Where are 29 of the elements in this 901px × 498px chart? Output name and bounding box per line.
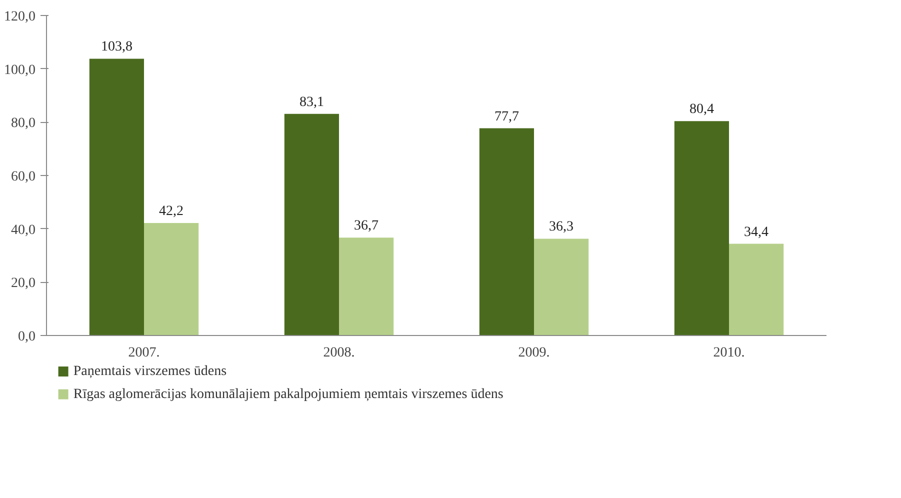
x-tick-label: 2009.	[518, 346, 550, 360]
bar	[729, 244, 784, 336]
bar	[479, 128, 534, 336]
bar	[144, 222, 199, 336]
bar	[284, 114, 339, 336]
bar	[674, 121, 729, 336]
y-tick-label: 0,0	[18, 330, 36, 344]
x-tick-label: 2007.	[128, 346, 160, 360]
x-tick-label: 2010.	[713, 346, 745, 360]
y-tick-label: 20,0	[11, 276, 36, 292]
data-label: 83,1	[299, 94, 324, 110]
data-label: 36,3	[549, 220, 574, 235]
data-label: 80,4	[689, 102, 714, 118]
y-tick-label: 80,0	[11, 116, 36, 132]
legend-label: Rīgas aglomerācijas komunālajiem pakalpojumiem ņemtais virszemes ūdens	[73, 386, 504, 402]
bar	[89, 58, 144, 336]
data-label: 77,7	[494, 109, 519, 124]
y-tick-label: 100,0	[4, 62, 36, 78]
y-tick-label: 120,0	[4, 10, 36, 24]
data-label: 34,4	[744, 224, 769, 240]
data-label: 36,7	[354, 218, 379, 234]
legend-label: Paņemtais virszemes ūdens	[73, 364, 227, 379]
data-label: 42,2	[159, 204, 184, 219]
y-tick-label: 40,0	[11, 222, 36, 238]
bar	[339, 238, 394, 336]
y-tick-label: 60,0	[11, 170, 36, 184]
data-label: 103,8	[100, 40, 132, 55]
bar	[534, 238, 589, 336]
x-tick-label: 2008.	[323, 346, 355, 360]
